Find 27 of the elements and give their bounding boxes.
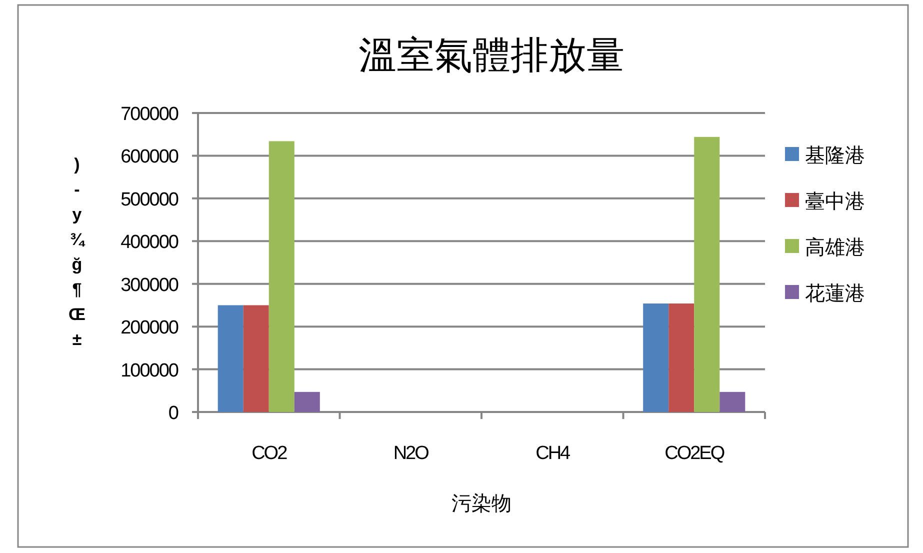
legend-label: 基隆港 xyxy=(805,145,865,167)
y-tick-label: 700000 xyxy=(120,104,178,125)
bar xyxy=(268,141,294,412)
bar xyxy=(643,304,669,412)
x-tick-label: N2O xyxy=(393,443,429,464)
bar xyxy=(694,136,720,412)
y-tick-label: 200000 xyxy=(120,318,178,339)
bar xyxy=(243,305,269,412)
y-tick-label: 100000 xyxy=(120,360,178,382)
y-tick-label: 300000 xyxy=(120,274,178,296)
y-tick-label: 600000 xyxy=(120,146,178,168)
y-tick-label: 400000 xyxy=(120,232,178,254)
x-tick-label: CO2 xyxy=(252,443,288,464)
y-tick-label: 500000 xyxy=(120,189,178,210)
bar xyxy=(668,304,694,412)
legend-label: 高雄港 xyxy=(805,236,865,259)
legend-label: 花蓮港 xyxy=(805,283,865,305)
legend-label: 臺中港 xyxy=(805,191,865,213)
chart-title: 溫室氣體排放量 xyxy=(358,35,624,77)
y-tick-label: 0 xyxy=(168,403,178,424)
bar xyxy=(218,305,244,412)
x-tick-label: CO2EQ xyxy=(664,443,724,464)
x-tick-label: CH4 xyxy=(536,443,572,464)
x-axis-title: 污染物 xyxy=(452,493,512,515)
bar xyxy=(720,392,746,412)
bar xyxy=(294,392,320,412)
y-axis-title: )-y¾ğ¶Œ± xyxy=(68,155,86,349)
